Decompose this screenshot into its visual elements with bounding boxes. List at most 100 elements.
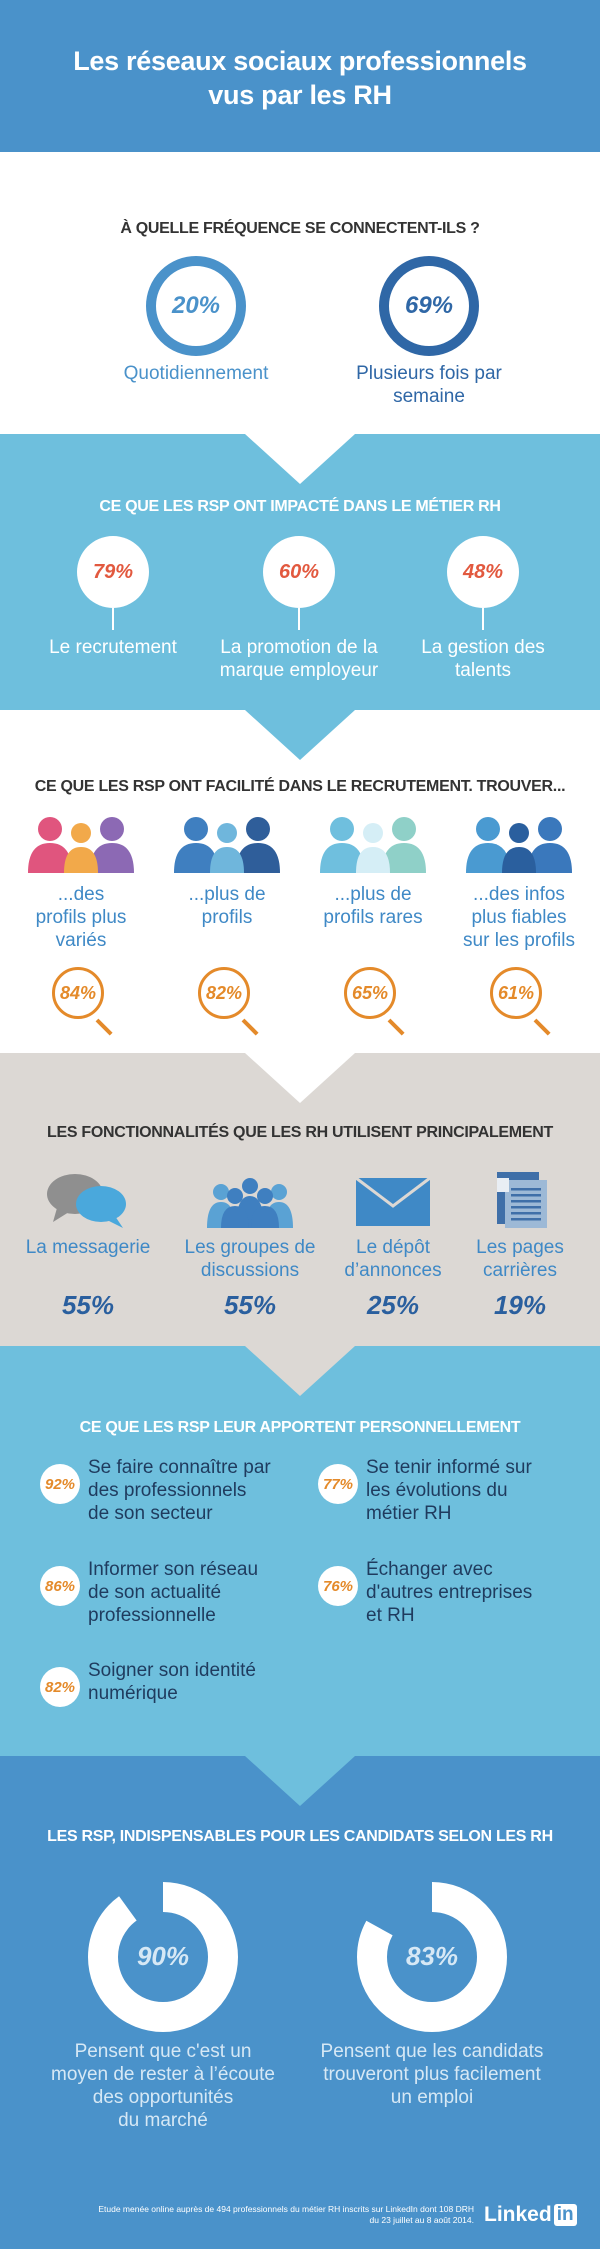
donut-chart: 83% — [354, 1879, 510, 2035]
feature-label-line: Le dépôt — [356, 1237, 430, 1258]
impact-title: CE QUE LES RSP ONT IMPACTÉ DANS LE MÉTIE… — [99, 498, 501, 515]
feature-value: 55% — [223, 1290, 277, 1320]
feature-label-line: discussions — [200, 1260, 300, 1281]
feature-label-line: La messagerie — [25, 1237, 151, 1258]
impact-label-line: marque employeur — [219, 660, 379, 681]
impact-value: 79% — [92, 560, 134, 583]
impact-label: Le recrutement — [13, 636, 213, 659]
personal-label-line: d'autres entreprises — [366, 1582, 533, 1603]
recruitment-label: ...plus de profils rares — [300, 883, 446, 929]
impact-connector — [482, 608, 484, 630]
recruitment-value: 61% — [497, 982, 535, 1003]
header-band: Les réseaux sociaux professionnels vus p… — [0, 0, 600, 152]
impact-label: La promotion de la marque employeur — [199, 636, 399, 682]
impact-circle: 60% — [263, 536, 335, 608]
footer-note: Etude menée online auprès de 494 profess… — [24, 2204, 474, 2226]
feature-label: Le dépôt d’annonces — [308, 1236, 478, 1282]
title-line-1: Les réseaux sociaux professionnels — [73, 46, 527, 76]
personal-value-badge: 77% — [318, 1464, 358, 1504]
impact-label: La gestion des talents — [383, 636, 583, 682]
personal-label-line: numérique — [88, 1683, 178, 1704]
frequency-daily-label: Quotidiennement — [123, 363, 269, 384]
recruitment-label: ...des profils plus variés — [8, 883, 154, 952]
impact-label-line: Le recrutement — [49, 637, 177, 658]
impact-value: 60% — [278, 560, 320, 583]
magnifier-icon: 61% — [490, 967, 542, 1019]
feature-value: 25% — [366, 1290, 420, 1320]
people-group-icon — [464, 815, 574, 875]
recruitment-value: 65% — [351, 982, 389, 1003]
personal-label-line: professionnelle — [88, 1605, 216, 1626]
feature-label: La messagerie — [3, 1236, 173, 1259]
envelope-icon — [348, 1170, 438, 1230]
recruitment-value: 82% — [205, 982, 243, 1003]
magnifier-handle — [533, 1018, 551, 1036]
personal-label: Se tenir informé sur les évolutions du mét… — [366, 1456, 596, 1525]
candidates-label: Pensent que c'est un moyen de rester à l’… — [28, 2040, 298, 2132]
feature-label-line: Les groupes de — [184, 1237, 316, 1258]
candidates-label: Pensent que les candidats trouveront plus… — [297, 2040, 567, 2109]
impact-circle: 48% — [447, 536, 519, 608]
personal-value: 76% — [322, 1577, 354, 1595]
frequency-title: À QUELLE FRÉQUENCE SE CONNECTENT-ILS ? — [120, 220, 480, 237]
title-line-2: vus par les RH — [208, 80, 392, 110]
magnifier-handle — [387, 1018, 405, 1036]
people-group-icon — [318, 815, 428, 875]
impact-label-line: La promotion de la — [220, 637, 378, 658]
people-group-icon — [172, 815, 282, 875]
personal-label-line: de son actualité — [88, 1582, 222, 1603]
recruitment-label-line: ...plus de — [188, 884, 266, 905]
recruitment-label-line: sur les profils — [463, 930, 575, 951]
linkedin-logo: Linked in — [484, 2203, 577, 2227]
personal-value: 92% — [44, 1475, 76, 1493]
recruitment-label-line: ...des infos — [473, 884, 565, 905]
personal-label-line: Échanger avec — [366, 1559, 493, 1580]
donut-value: 90% — [136, 1941, 190, 1971]
candidates-label-line: trouveront plus facilement — [323, 2064, 541, 2085]
recruitment-label-line: profils rares — [323, 907, 423, 928]
magnifier-icon: 84% — [52, 967, 104, 1019]
feature-label-line: Les pages — [476, 1237, 564, 1258]
donut-chart: 90% — [85, 1879, 241, 2035]
personal-label: Se faire connaître par des professionnels… — [88, 1456, 318, 1525]
recruitment-label-line: profils — [201, 907, 253, 928]
impact-label-line: talents — [455, 660, 511, 681]
section-arrow — [245, 1346, 355, 1396]
personal-value-badge: 82% — [40, 1667, 80, 1707]
personal-label-line: Se faire connaître par — [88, 1457, 271, 1478]
personal-value-badge: 86% — [40, 1566, 80, 1606]
personal-label-line: Informer son réseau — [88, 1559, 259, 1580]
recruitment-label-line: variés — [55, 930, 107, 951]
donut-arc — [357, 1882, 507, 2032]
recruitment-label: ...des infos plus fiables sur les profils — [446, 883, 592, 952]
feature-label: Les groupes de discussions — [165, 1236, 335, 1282]
personal-label-line: Soigner son identité — [88, 1660, 256, 1681]
candidates-section: LES RSP, INDISPENSABLES POUR LES CANDIDA… — [0, 1756, 600, 2249]
section-arrow — [245, 434, 355, 484]
personal-label-line: des professionnels — [88, 1480, 247, 1501]
personal-label: Informer son réseau de son actualité profe… — [88, 1558, 318, 1627]
personal-label-line: Se tenir informé sur — [366, 1457, 532, 1478]
personal-label: Échanger avec d'autres entreprises et RH — [366, 1558, 596, 1627]
linkedin-logo-text: Linked — [484, 2203, 552, 2226]
feature-label-line: carrières — [483, 1260, 557, 1281]
magnifier-handle — [241, 1018, 259, 1036]
footer-note-line: du 23 juillet au 8 août 2014. — [369, 2215, 474, 2225]
section-arrow — [245, 1053, 355, 1103]
frequency-weekly-label-line: Plusieurs fois par — [356, 363, 502, 384]
feature-label: Les pages carrières — [435, 1236, 604, 1282]
frequency-weekly-value: 69% — [404, 292, 454, 319]
recruitment-title: CE QUE LES RSP ONT FACILITÉ DANS LE RECR… — [34, 778, 566, 795]
candidates-label-line: Pensent que c'est un — [74, 2041, 252, 2062]
section-arrow — [245, 1756, 355, 1806]
personal-value: 77% — [322, 1475, 354, 1493]
impact-connector — [112, 608, 114, 630]
candidates-title: LES RSP, INDISPENSABLES POUR LES CANDIDA… — [47, 1828, 553, 1845]
personal-value: 86% — [44, 1577, 76, 1595]
personal-title: CE QUE LES RSP LEUR APPORTENT PERSONNELL… — [79, 1419, 521, 1436]
footer-note-line: Etude menée online auprès de 494 profess… — [98, 2204, 474, 2214]
personal-label: Soigner son identité numérique — [88, 1659, 318, 1705]
frequency-daily-value: 20% — [171, 292, 221, 319]
section-arrow — [245, 710, 355, 760]
